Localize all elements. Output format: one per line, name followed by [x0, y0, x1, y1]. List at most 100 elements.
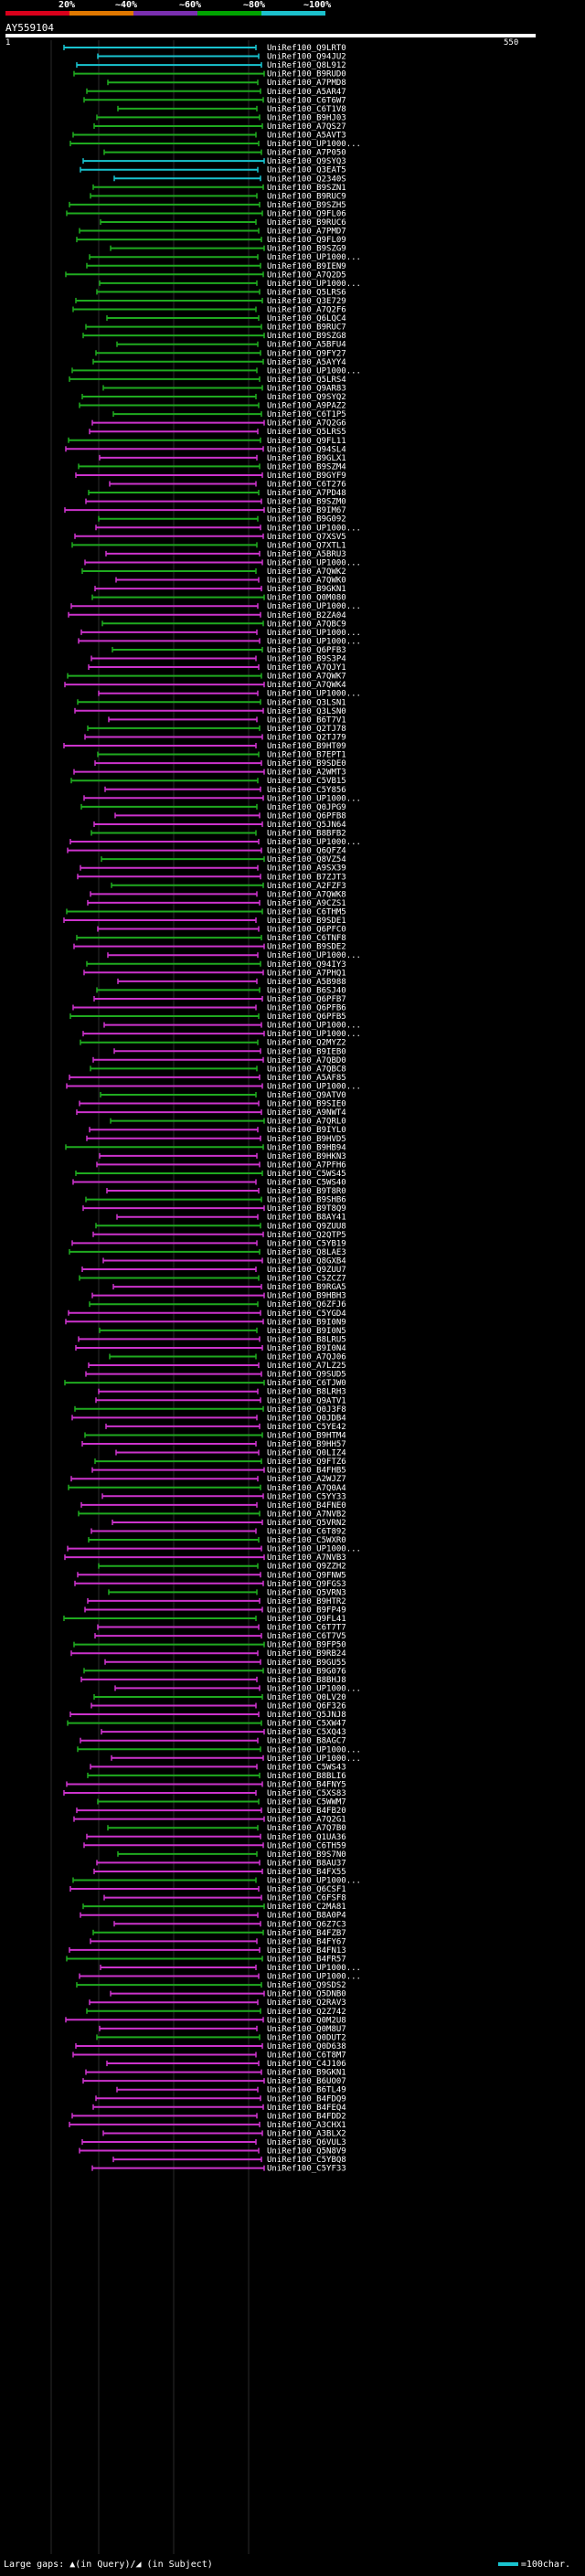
hit-label[interactable]: UniRef100_B7ZJT3	[267, 873, 346, 882]
hit-label[interactable]: UniRef100_C5XW47	[267, 1720, 346, 1729]
hit-row[interactable]: UniRef100_Q5VRN2	[112, 1519, 346, 1528]
hit-label[interactable]: UniRef100_UP1000...	[267, 558, 361, 567]
hit-row[interactable]: UniRef100_A5BRU3	[105, 550, 346, 559]
hit-label[interactable]: UniRef100_Q6QFZ4	[267, 847, 346, 856]
hit-row[interactable]: UniRef100_B4FNY5	[66, 1780, 346, 1789]
hit-label[interactable]: UniRef100_UP1000...	[267, 1030, 361, 1039]
hit-row[interactable]: UniRef100_B8BFB2	[90, 830, 346, 839]
hit-label[interactable]: UniRef100_A7QS27	[267, 122, 346, 132]
hit-row[interactable]: UniRef100_Q2MYZ2	[80, 1039, 346, 1048]
hit-row[interactable]: UniRef100_Q3EAT5	[80, 166, 346, 175]
hit-label[interactable]: UniRef100_B4FB20	[267, 1807, 346, 1816]
hit-row[interactable]: UniRef100_UP1000...	[114, 1684, 361, 1693]
hit-row[interactable]: UniRef100_Q9SUD5	[85, 1371, 346, 1380]
hit-label[interactable]: UniRef100_B8AY41	[267, 1214, 346, 1223]
hit-row[interactable]: UniRef100_B9G092	[98, 515, 346, 525]
hit-label[interactable]: UniRef100_B9HBH3	[267, 1292, 346, 1301]
hit-label[interactable]: UniRef100_C6TJW0	[267, 1379, 346, 1388]
hit-row[interactable]: UniRef100_B9SZM4	[78, 462, 346, 472]
hit-row[interactable]: UniRef100_Q9ATV1	[95, 1396, 346, 1405]
hit-row[interactable]: UniRef100_C6THM5	[66, 907, 346, 917]
hit-label[interactable]: UniRef100_C5YF33	[267, 2165, 346, 2174]
hit-row[interactable]: UniRef100_Q0LIZ4	[115, 1449, 346, 1458]
hit-row[interactable]: UniRef100_B9SDE1	[63, 917, 346, 926]
hit-row[interactable]: UniRef100_B4FNE0	[80, 1501, 346, 1511]
hit-row[interactable]: UniRef100_B8LRU5	[78, 1335, 346, 1344]
hit-label[interactable]: UniRef100_A7QWK0	[267, 577, 346, 586]
hit-label[interactable]: UniRef100_Q6PFB5	[267, 1012, 346, 1022]
hit-label[interactable]: UniRef100_B8AGC7	[267, 1737, 346, 1746]
hit-label[interactable]: UniRef100_UP1000...	[267, 794, 361, 803]
hit-label[interactable]: UniRef100_C5VB15	[267, 777, 346, 786]
hit-row[interactable]: UniRef100_A5AYY4	[92, 358, 346, 367]
hit-row[interactable]: UniRef100_A9SX39	[80, 864, 346, 874]
hit-row[interactable]: UniRef100_C5YE42	[105, 1423, 346, 1432]
hit-row[interactable]: UniRef100_B8AU37	[96, 1859, 346, 1868]
hit-label[interactable]: UniRef100_UP1000...	[267, 1684, 361, 1693]
hit-row[interactable]: UniRef100_Q5JN64	[93, 821, 346, 830]
hit-label[interactable]: UniRef100_B9SZM4	[267, 462, 346, 472]
hit-row[interactable]: UniRef100_A7Q2D5	[65, 270, 346, 280]
hit-row[interactable]: UniRef100_A7Q2G1	[73, 1816, 346, 1825]
hit-label[interactable]: UniRef100_A5AF85	[267, 1074, 346, 1083]
hit-label[interactable]: UniRef100_Q5N8V9	[267, 2147, 346, 2157]
hit-row[interactable]: UniRef100_UP1000...	[82, 1030, 361, 1039]
hit-label[interactable]: UniRef100_UP1000...	[267, 637, 361, 646]
hit-row[interactable]: UniRef100_A5B988	[117, 978, 346, 987]
hit-label[interactable]: UniRef100_Q6PFB6	[267, 1004, 346, 1013]
hit-label[interactable]: UniRef100_B8BFB2	[267, 830, 346, 839]
hit-row[interactable]: UniRef100_B8LRH3	[98, 1388, 346, 1397]
hit-label[interactable]: UniRef100_UP1000...	[267, 280, 361, 289]
hit-row[interactable]: UniRef100_A7QJY1	[88, 663, 346, 673]
hit-label[interactable]: UniRef100_Q2Z742	[267, 2008, 346, 2017]
hit-label[interactable]: UniRef100_B9SZN1	[267, 184, 346, 193]
hit-label[interactable]: UniRef100_C6T892	[267, 1528, 346, 1537]
hit-row[interactable]: UniRef100_Q8L912	[76, 61, 346, 70]
hit-label[interactable]: UniRef100_A7QBD0	[267, 1056, 346, 1065]
hit-label[interactable]: UniRef100_UP1000...	[267, 253, 361, 262]
hit-label[interactable]: UniRef100_C2MA81	[267, 1903, 346, 1912]
hit-label[interactable]: UniRef100_B9SZG8	[267, 332, 346, 341]
hit-label[interactable]: UniRef100_Q6Z7C3	[267, 1920, 346, 1929]
hit-row[interactable]: UniRef100_C6TH59	[83, 1841, 346, 1850]
hit-row[interactable]: UniRef100_B6TL49	[116, 2086, 346, 2095]
hit-row[interactable]: UniRef100_A3BLX2	[102, 2129, 346, 2138]
hit-row[interactable]: UniRef100_B4FR57	[66, 1955, 346, 1964]
hit-row[interactable]: UniRef100_UP1000...	[95, 524, 361, 533]
hit-row[interactable]: UniRef100_C5WXR0	[88, 1536, 346, 1545]
hit-row[interactable]: UniRef100_C5YBQ8	[112, 2156, 346, 2165]
hit-row[interactable]: UniRef100_Q0M2U8	[65, 2016, 346, 2025]
hit-row[interactable]: UniRef100_A5BFU4	[116, 341, 346, 350]
hit-row[interactable]: UniRef100_B9RGA5	[112, 1283, 346, 1292]
hit-row[interactable]: UniRef100_B9RB24	[70, 1649, 346, 1659]
hit-row[interactable]: UniRef100_B4FDD2	[71, 2112, 346, 2121]
hit-label[interactable]: UniRef100_A7Q2G1	[267, 1816, 346, 1825]
hit-label[interactable]: UniRef100_Q5LRS5	[267, 428, 346, 437]
hit-label[interactable]: UniRef100_UP1000...	[267, 366, 361, 376]
hit-label[interactable]: UniRef100_B9T8R0	[267, 1187, 346, 1196]
hit-row[interactable]: UniRef100_A7Q2G6	[91, 419, 346, 429]
hit-label[interactable]: UniRef100_Q9ATV0	[267, 1091, 346, 1100]
hit-label[interactable]: UniRef100_A7PMD7	[267, 228, 346, 237]
hit-label[interactable]: UniRef100_Q94SL4	[267, 445, 346, 454]
hit-row[interactable]: UniRef100_B9S7N0	[117, 1850, 346, 1860]
hit-row[interactable]: UniRef100_Q3E729	[75, 297, 346, 306]
hit-label[interactable]: UniRef100_C6T1P5	[267, 410, 346, 419]
hit-row[interactable]: UniRef100_A7PFH6	[96, 1161, 346, 1170]
hit-row[interactable]: UniRef100_UP1000...	[107, 951, 361, 960]
hit-row[interactable]: UniRef100_B9SZH5	[69, 201, 346, 210]
hit-row[interactable]: UniRef100_Q2TJ79	[84, 733, 346, 742]
hit-row[interactable]: UniRef100_B9SZN1	[92, 184, 346, 193]
hit-row[interactable]: UniRef100_UP1000...	[69, 838, 361, 847]
hit-label[interactable]: UniRef100_B4FN13	[267, 1946, 346, 1956]
hit-row[interactable]: UniRef100_Q9FTZ6	[94, 1458, 346, 1467]
hit-row[interactable]: UniRef100_UP1000...	[66, 1082, 361, 1091]
hit-label[interactable]: UniRef100_Q9ATV1	[267, 1396, 346, 1405]
hit-row[interactable]: UniRef100_UP1000...	[78, 637, 361, 646]
hit-row[interactable]: UniRef100_A7LZ25	[88, 1362, 346, 1371]
hit-row[interactable]: UniRef100_Q9SDS2	[76, 1981, 346, 1990]
hit-row[interactable]: UniRef100_UP1000...	[83, 794, 361, 803]
hit-label[interactable]: UniRef100_Q9SYQ3	[267, 157, 346, 166]
hit-row[interactable]: UniRef100_A7NVB3	[64, 1553, 346, 1563]
hit-label[interactable]: UniRef100_B6TL49	[267, 2086, 346, 2095]
